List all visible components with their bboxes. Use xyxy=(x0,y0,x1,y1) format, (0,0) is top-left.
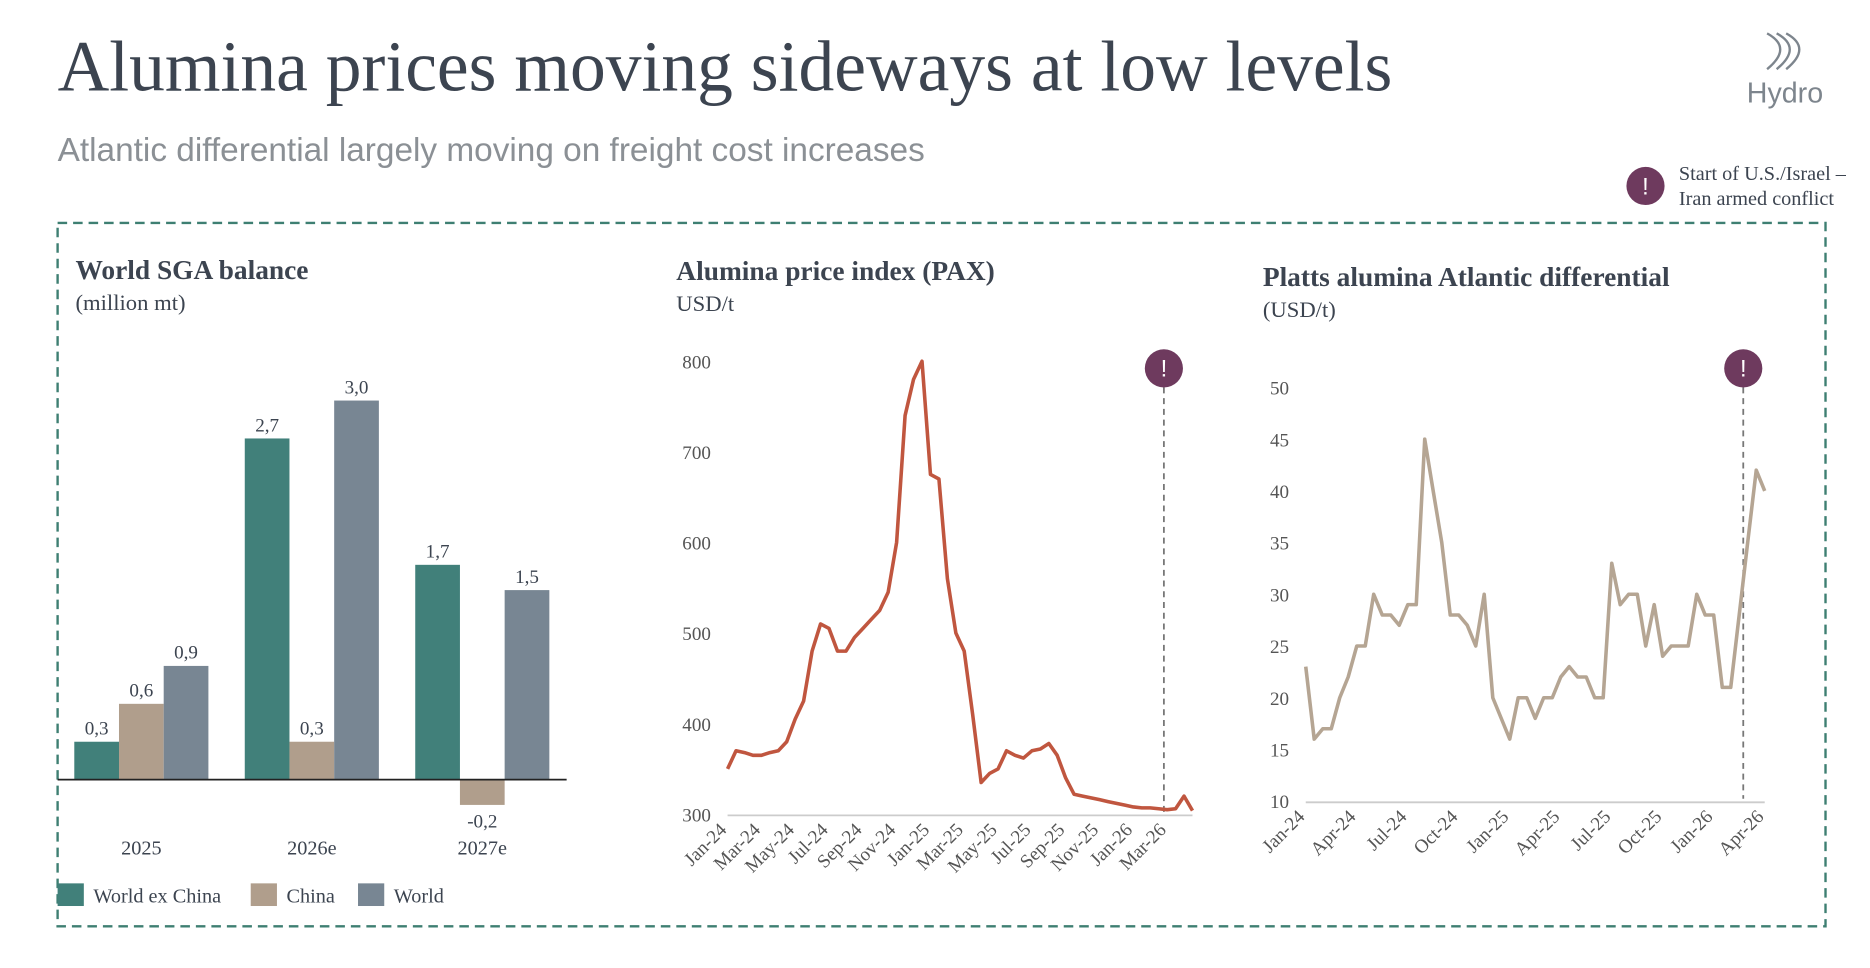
y-tick-label: 800 xyxy=(682,352,711,373)
page-title: Alumina prices moving sideways at low le… xyxy=(58,28,1393,107)
bar xyxy=(504,590,550,780)
data-label: 1,5 xyxy=(515,567,539,588)
line xyxy=(1303,437,1767,741)
x-tick-label: Jan-24 xyxy=(1258,806,1309,857)
y-tick-label: 25 xyxy=(1270,637,1289,658)
data-label: 0,3 xyxy=(300,719,324,740)
y-tick-label: 700 xyxy=(682,443,711,464)
x-tick-label: Oct-24 xyxy=(1410,806,1463,859)
y-tick-label: 10 xyxy=(1270,792,1289,813)
annotation-marker-text: ! xyxy=(1740,356,1747,383)
line xyxy=(725,359,1195,812)
y-tick-label: 600 xyxy=(682,534,711,555)
y-tick-label: 45 xyxy=(1270,430,1289,451)
y-tick-label: 50 xyxy=(1270,379,1289,400)
data-label: -0,2 xyxy=(467,812,497,833)
data-label: 2,7 xyxy=(255,415,279,436)
logo xyxy=(1766,32,1801,71)
legend-label: World xyxy=(394,885,444,907)
data-label: 3,0 xyxy=(345,377,369,398)
x-tick-label: Jul-25 xyxy=(1567,806,1616,855)
chart-title: Platts alumina Atlantic differential xyxy=(1263,262,1670,292)
y-tick-label: 30 xyxy=(1270,585,1289,606)
bar xyxy=(244,438,290,780)
annotation-marker-text: ! xyxy=(1161,356,1168,383)
annotation-text: Iran armed conflict xyxy=(1679,188,1835,210)
y-tick-label: 300 xyxy=(682,805,711,826)
data-label: 0,6 xyxy=(129,681,153,702)
y-tick-label: 15 xyxy=(1270,741,1289,762)
bar xyxy=(415,564,460,780)
y-tick-label: 500 xyxy=(682,624,711,645)
bar xyxy=(118,703,164,780)
annotation-marker xyxy=(1144,349,1183,388)
x-tick-label: Oct-25 xyxy=(1614,806,1666,858)
legend-swatch xyxy=(358,883,385,907)
x-tick-label: 2025 xyxy=(121,838,162,860)
x-tick-label: 2026e xyxy=(287,838,337,860)
legend-label: China xyxy=(286,885,334,907)
x-tick-label: Apr-24 xyxy=(1307,806,1361,860)
legend-swatch xyxy=(250,883,277,907)
annotation-marker xyxy=(1724,349,1763,388)
y-tick-label: 35 xyxy=(1270,534,1289,555)
logo-text: Hydro xyxy=(1747,78,1823,110)
annotation-marker-text: ! xyxy=(1642,173,1649,200)
bar xyxy=(163,665,209,780)
bar xyxy=(289,741,335,780)
legend-swatch xyxy=(57,883,84,907)
annotation-text: Start of U.S./Israel – xyxy=(1679,163,1847,185)
x-tick-label: 2027e xyxy=(458,838,508,860)
chart-subtitle: (million mt) xyxy=(75,290,185,315)
chart-title: Alumina price index (PAX) xyxy=(676,256,994,286)
chart-subtitle: (USD/t) xyxy=(1263,297,1336,322)
x-tick-label: Jul-24 xyxy=(1363,806,1412,855)
data-label: 0,3 xyxy=(85,719,109,740)
annotation-marker xyxy=(1626,166,1665,206)
bar xyxy=(334,400,379,780)
x-tick-label: Apr-26 xyxy=(1715,806,1769,860)
data-label: 1,7 xyxy=(426,542,450,563)
legend-label: World ex China xyxy=(93,885,221,907)
frame xyxy=(56,221,1827,928)
page-subtitle: Atlantic differential largely moving on … xyxy=(58,132,925,169)
data-label: 0,9 xyxy=(174,643,198,664)
y-tick-label: 400 xyxy=(682,715,711,736)
y-tick-label: 20 xyxy=(1270,689,1289,710)
chart-title: World SGA balance xyxy=(75,255,308,285)
x-tick-label: Jan-25 xyxy=(1462,806,1513,857)
x-tick-label: Apr-25 xyxy=(1511,806,1565,860)
y-tick-label: 40 xyxy=(1270,482,1289,503)
bar xyxy=(459,779,505,805)
chart-subtitle: USD/t xyxy=(676,291,735,316)
bar xyxy=(74,741,119,780)
x-tick-label: Jan-26 xyxy=(1666,806,1717,857)
